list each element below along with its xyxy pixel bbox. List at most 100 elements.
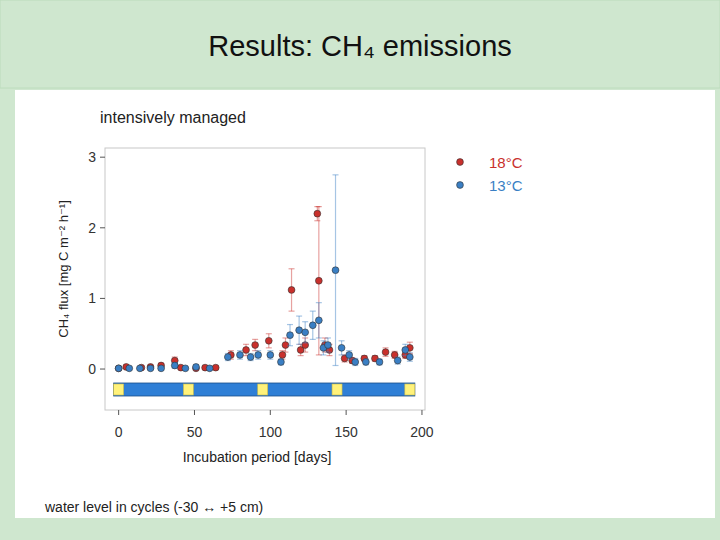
error-bar [402,344,408,355]
error-cap [255,350,261,351]
data-point [193,364,200,371]
error-cap [298,355,304,356]
data-point [247,354,254,361]
error-bar [278,359,284,365]
error-cap [383,356,389,357]
y-tick-label: 3 [88,149,96,165]
data-point [346,352,353,359]
plot-marks [114,175,415,396]
data-point [332,267,339,274]
y-axis-label: CH₄ flux [mg C m⁻² h⁻¹] [56,200,71,337]
error-cap [333,365,339,366]
y-tick [100,157,105,158]
water-level-switch [183,384,193,395]
data-point [182,365,189,372]
data-point [288,287,295,294]
error-bar [287,325,293,346]
error-cap [289,268,295,269]
error-bar [316,207,322,355]
data-point [315,277,322,284]
legend-marker [457,182,464,189]
x-tick-label: 50 [187,424,203,440]
data-point [314,210,321,217]
data-point [136,365,143,372]
error-bar [333,175,339,366]
data-point [206,365,213,372]
error-bar [237,351,243,359]
data-point [115,365,122,372]
subtitle: intensively managed [100,109,246,126]
y-tick-label: 0 [88,361,96,377]
error-cap [296,315,302,316]
title-band [0,0,720,88]
error-cap [237,350,243,351]
data-point [302,342,309,349]
error-bar [267,351,273,359]
error-cap [402,344,408,345]
legend-label: 13°C [489,177,523,194]
error-cap [339,354,345,355]
error-bar [279,351,285,359]
error-cap [267,359,273,360]
x-tick-label: 150 [334,424,358,440]
error-bar [252,339,258,350]
data-point [362,359,369,366]
data-point [287,332,294,339]
error-cap [346,359,352,360]
water-level-switch [114,384,124,395]
error-cap [302,342,308,343]
error-bar [346,351,352,359]
data-point [267,352,274,359]
y-tick-label: 1 [88,290,96,306]
error-bar [302,322,308,343]
data-point [147,365,154,372]
error-cap [296,344,302,345]
error-cap [320,354,326,355]
data-point [394,357,401,364]
data-point [279,352,286,359]
error-bar [395,357,401,364]
error-cap [346,350,352,351]
error-bar [255,351,261,359]
error-bar [266,334,272,348]
error-cap [310,339,316,340]
error-cap [407,361,413,362]
legend-label: 18°C [489,154,523,171]
x-tick [270,410,271,415]
data-point [237,352,244,359]
data-point [376,359,383,366]
error-cap [289,311,295,312]
error-cap [316,302,322,303]
x-tick-label: 100 [259,424,283,440]
data-point [406,354,413,361]
error-cap [316,206,322,207]
slide-title: Results: CH₄ emissions [208,30,512,62]
error-bar [352,358,358,365]
error-cap [302,321,308,322]
error-bar [363,359,369,365]
data-point [243,347,250,354]
data-point [255,352,262,359]
data-point [212,364,219,371]
annotation: water level in cycles (-30 ↔ +5 cm) [44,499,263,515]
data-point [352,359,359,366]
data-point [171,362,178,369]
y-tick [100,227,105,228]
error-cap [325,337,331,338]
error-cap [266,333,272,334]
error-cap [287,345,293,346]
water-level-switch [258,384,268,395]
y-tick [100,369,105,370]
data-point [115,365,122,372]
error-cap [320,340,326,341]
error-cap [266,347,272,348]
error-cap [237,359,243,360]
error-cap [287,324,293,325]
y-tick-label: 2 [88,220,96,236]
water-level-switch [332,384,342,395]
data-point [224,354,231,361]
data-point [278,359,285,366]
data-point [158,365,165,372]
error-cap [279,350,285,351]
error-bar [316,303,322,338]
